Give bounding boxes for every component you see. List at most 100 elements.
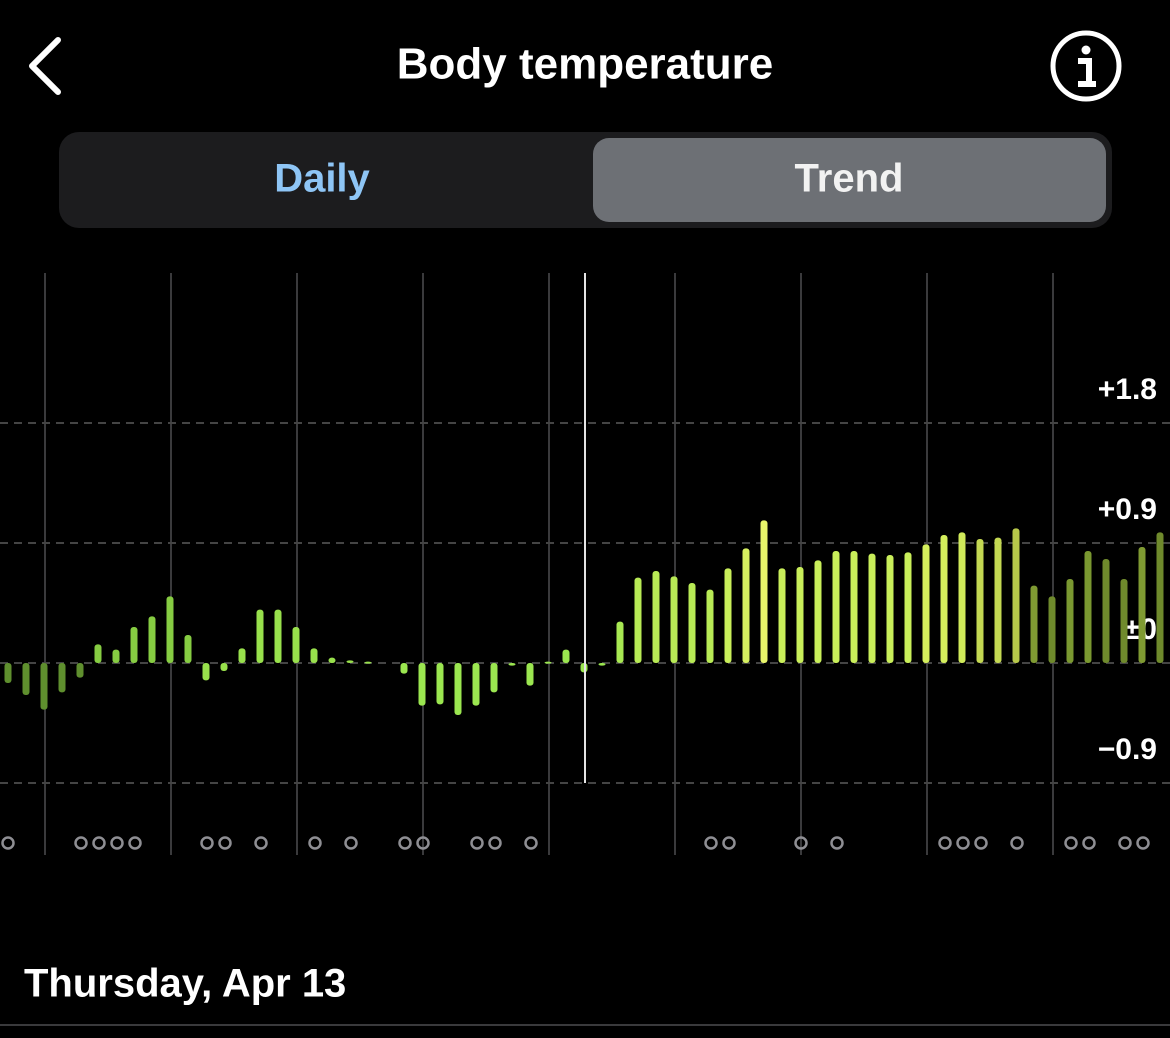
- bar: [940, 535, 948, 663]
- bar: [4, 663, 12, 683]
- bar: [220, 663, 228, 671]
- bar: [76, 663, 84, 678]
- bar: [508, 663, 516, 666]
- bar: [1048, 596, 1056, 663]
- bar: [94, 644, 102, 663]
- bar: [238, 648, 246, 663]
- bar: [598, 663, 606, 666]
- bar: [58, 663, 66, 693]
- indicator: [1082, 836, 1096, 850]
- tab-trend[interactable]: Trend: [795, 157, 904, 201]
- bar: [328, 657, 336, 663]
- bar: [364, 661, 372, 664]
- bar: [274, 609, 282, 663]
- indicator: [470, 836, 484, 850]
- bar: [40, 663, 48, 710]
- week-separators: [44, 273, 1054, 855]
- bar: [130, 627, 138, 663]
- bar: [868, 553, 876, 663]
- indicator: [398, 836, 412, 850]
- bar: [148, 616, 156, 663]
- indicator: [1, 836, 15, 850]
- bar: [850, 551, 858, 663]
- bar: [256, 609, 264, 663]
- indicator: [938, 836, 952, 850]
- indicator: [74, 836, 88, 850]
- bar: [706, 589, 714, 663]
- bar: [292, 627, 300, 663]
- bar: [454, 663, 462, 715]
- bar: [526, 663, 534, 686]
- bar: [1030, 585, 1038, 663]
- y-tick-label: +0.9: [1098, 493, 1157, 526]
- selected-segment: [593, 138, 1106, 222]
- indicator: [1010, 836, 1024, 850]
- bar: [832, 551, 840, 663]
- bar: [1084, 551, 1092, 663]
- y-tick-label: +1.8: [1098, 373, 1157, 406]
- indicator: [218, 836, 232, 850]
- indicator: [200, 836, 214, 850]
- indicator: [974, 836, 988, 850]
- bar: [796, 567, 804, 663]
- bar: [1012, 528, 1020, 663]
- bar: [562, 649, 570, 663]
- indicator: [722, 836, 736, 850]
- indicator: [704, 836, 718, 850]
- indicator: [110, 836, 124, 850]
- bar: [958, 532, 966, 663]
- indicator: [956, 836, 970, 850]
- bar: [202, 663, 210, 681]
- bar: [814, 560, 822, 663]
- info-button[interactable]: [1050, 30, 1122, 102]
- tab-daily[interactable]: Daily: [274, 157, 370, 201]
- indicator: [1064, 836, 1078, 850]
- bar: [724, 568, 732, 663]
- info-stem: [1078, 58, 1096, 87]
- indicator: [1118, 836, 1132, 850]
- indicator: [488, 836, 502, 850]
- bar: [904, 552, 912, 663]
- indicator: [344, 836, 358, 850]
- bar: [472, 663, 480, 706]
- info-circle: [1050, 30, 1122, 102]
- indicator: [92, 836, 106, 850]
- bar: [778, 568, 786, 663]
- bar: [1138, 547, 1146, 663]
- bars: [4, 520, 1164, 715]
- back-button[interactable]: [29, 37, 61, 95]
- bar: [184, 635, 192, 663]
- bar: [346, 660, 354, 663]
- bar: [400, 663, 408, 674]
- bar: [1102, 559, 1110, 663]
- bar: [22, 663, 30, 695]
- bar: [418, 663, 426, 706]
- page-title: Body temperature: [397, 40, 774, 89]
- bar: [760, 520, 768, 663]
- bar: [994, 537, 1002, 663]
- bar: [976, 539, 984, 663]
- bar: [670, 576, 678, 663]
- bar: [922, 544, 930, 663]
- bar: [166, 596, 174, 663]
- bar: [634, 577, 642, 663]
- indicator: [128, 836, 142, 850]
- indicator: [1136, 836, 1150, 850]
- bar: [652, 571, 660, 663]
- indicator: [794, 836, 808, 850]
- bar: [886, 555, 894, 663]
- y-tick-label: −0.9: [1098, 733, 1157, 766]
- indicator: [524, 836, 538, 850]
- info-dot: [1081, 45, 1091, 55]
- selected-date: Thursday, Apr 13: [24, 962, 346, 1006]
- bar: [1120, 579, 1128, 663]
- bar: [742, 548, 750, 663]
- indicator: [416, 836, 430, 850]
- bar: [616, 621, 624, 663]
- bar: [1156, 532, 1164, 663]
- indicator: [254, 836, 268, 850]
- bar: [1066, 579, 1074, 663]
- bar: [436, 663, 444, 705]
